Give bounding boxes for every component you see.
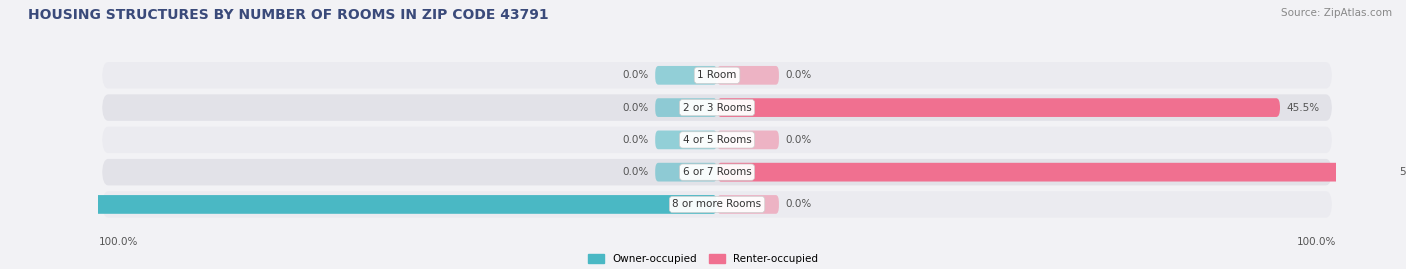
FancyBboxPatch shape — [0, 195, 717, 214]
FancyBboxPatch shape — [655, 98, 717, 117]
FancyBboxPatch shape — [103, 127, 1331, 153]
FancyBboxPatch shape — [717, 98, 1279, 117]
Text: 45.5%: 45.5% — [1286, 102, 1319, 113]
FancyBboxPatch shape — [717, 66, 779, 85]
FancyBboxPatch shape — [103, 94, 1331, 121]
Text: 54.6%: 54.6% — [1399, 167, 1406, 177]
Text: 8 or more Rooms: 8 or more Rooms — [672, 199, 762, 210]
FancyBboxPatch shape — [655, 66, 717, 85]
FancyBboxPatch shape — [103, 191, 1331, 218]
Text: 4 or 5 Rooms: 4 or 5 Rooms — [683, 135, 751, 145]
Text: 0.0%: 0.0% — [623, 167, 650, 177]
Text: 100.0%: 100.0% — [1296, 237, 1336, 247]
Text: Source: ZipAtlas.com: Source: ZipAtlas.com — [1281, 8, 1392, 18]
FancyBboxPatch shape — [655, 130, 717, 149]
FancyBboxPatch shape — [655, 163, 717, 182]
Text: 0.0%: 0.0% — [623, 70, 650, 80]
Text: 0.0%: 0.0% — [785, 70, 811, 80]
Text: 0.0%: 0.0% — [785, 135, 811, 145]
FancyBboxPatch shape — [103, 159, 1331, 185]
Text: 0.0%: 0.0% — [623, 135, 650, 145]
Legend: Owner-occupied, Renter-occupied: Owner-occupied, Renter-occupied — [588, 254, 818, 264]
Text: HOUSING STRUCTURES BY NUMBER OF ROOMS IN ZIP CODE 43791: HOUSING STRUCTURES BY NUMBER OF ROOMS IN… — [28, 8, 548, 22]
FancyBboxPatch shape — [103, 62, 1331, 89]
FancyBboxPatch shape — [717, 163, 1392, 182]
FancyBboxPatch shape — [717, 195, 779, 214]
Text: 1 Room: 1 Room — [697, 70, 737, 80]
Text: 0.0%: 0.0% — [623, 102, 650, 113]
Text: 6 or 7 Rooms: 6 or 7 Rooms — [683, 167, 751, 177]
Text: 0.0%: 0.0% — [785, 199, 811, 210]
Text: 100.0%: 100.0% — [98, 237, 138, 247]
Text: 2 or 3 Rooms: 2 or 3 Rooms — [683, 102, 751, 113]
FancyBboxPatch shape — [717, 130, 779, 149]
